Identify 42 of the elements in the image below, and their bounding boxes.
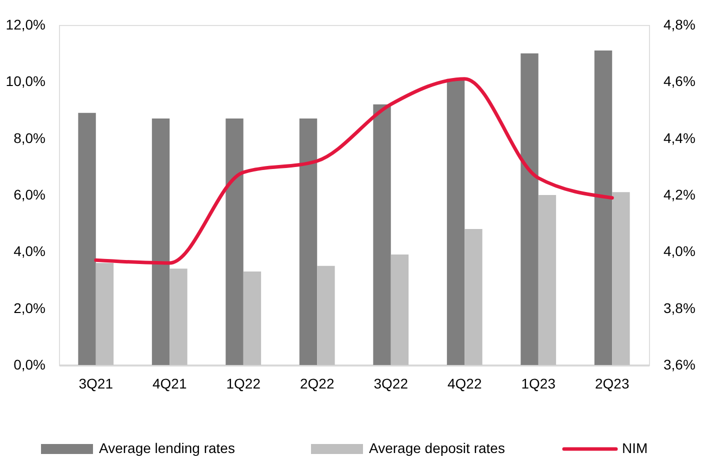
y2-tick-label: 4,2% [664,186,696,202]
bar [96,263,114,365]
legend-label: NIM [622,440,648,456]
y2-tick-label: 4,4% [664,130,696,146]
x-tick-label: 3Q21 [78,376,114,392]
y-tick-label: 6,0% [14,186,46,202]
x-tick-label: 2Q22 [300,376,334,392]
bar [594,50,612,365]
y-tick-label: 2,0% [14,300,46,316]
bar [226,118,244,365]
y2-tick-label: 3,8% [664,300,696,316]
bar [390,254,409,365]
bar [538,195,556,365]
legend-label: Average deposit rates [369,440,505,456]
y-tick-label: 0,0% [14,356,46,372]
y-tick-label: 12,0% [6,16,46,32]
x-tick-label: 1Q23 [521,376,556,392]
bar [78,112,96,365]
bar [243,272,262,365]
bar [373,104,391,365]
y-tick-label: 10,0% [6,73,46,90]
legend-label: Average lending rates [99,440,235,456]
x-tick-label: 4Q21 [152,376,187,392]
x-tick-label: 1Q22 [226,376,261,392]
bar [446,78,465,365]
x-tick-label: 4Q22 [448,376,482,392]
y-tick-label: 8,0% [14,130,46,146]
bar [152,118,170,365]
x-tick-label: 2Q23 [595,376,630,392]
bar [612,192,630,365]
bar [299,118,318,365]
bar [520,53,538,365]
bar [317,266,335,365]
x-tick-label: 3Q22 [374,376,408,392]
y2-tick-label: 4,0% [664,243,696,260]
line-series [94,77,614,265]
bar [170,268,188,365]
bar [464,229,482,365]
y2-tick-label: 4,8% [664,16,696,32]
y2-tick-label: 3,6% [664,356,696,372]
y-tick-label: 4,0% [14,243,46,260]
y2-tick-label: 4,6% [664,73,696,90]
